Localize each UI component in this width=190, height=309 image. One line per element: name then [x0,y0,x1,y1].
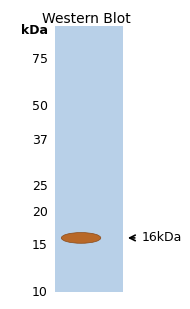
Text: 10: 10 [32,286,48,299]
Text: 50: 50 [32,99,48,112]
Text: 16kDa: 16kDa [141,231,182,244]
Ellipse shape [61,233,101,243]
Text: 37: 37 [32,134,48,147]
Text: kDa: kDa [21,24,48,37]
Text: 20: 20 [32,205,48,218]
Text: 25: 25 [32,180,48,193]
Text: Western Blot: Western Blot [42,12,131,26]
Bar [55,26,123,292]
Text: 15: 15 [32,239,48,252]
Text: 75: 75 [32,53,48,66]
